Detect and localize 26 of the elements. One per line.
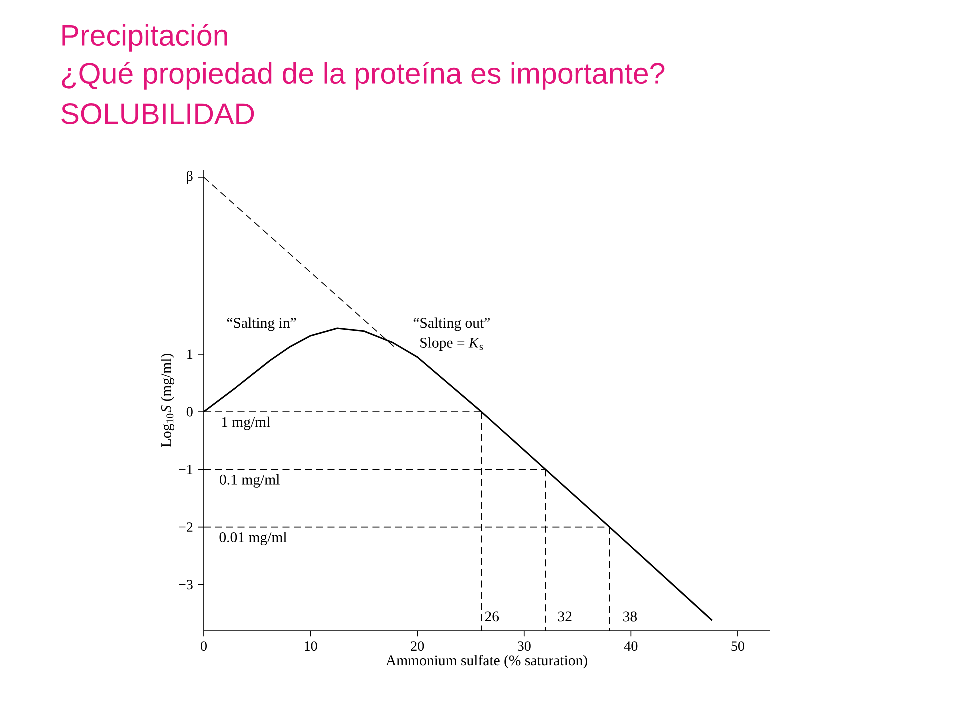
y-tick-label: −2: [179, 522, 193, 532]
y-axis-title: Log$_{10}$S (mg/ml): [161, 354, 174, 448]
x-tick-label: 10: [305, 642, 318, 652]
text: SOLUBILIDAD: [62, 104, 254, 124]
annotation: “Salting in”: [227, 318, 296, 332]
annotation: 26: [485, 612, 500, 622]
annotation: 32: [558, 612, 572, 622]
annotation: 38: [624, 612, 638, 622]
chart-subtitle: ¿Qué propiedad de la proteína es importante?: [62, 62, 665, 90]
x-tick-label: 20: [411, 642, 424, 652]
annotation: Slope = K$_{s}$: [420, 338, 484, 351]
annotation: 0.1 mg/ml: [220, 474, 280, 488]
annotation: 1 mg/ml: [222, 416, 270, 430]
chart-title: Precipitación: [62, 24, 228, 52]
y-tick-label: β: [187, 171, 193, 184]
annotation: “Salting out”: [414, 318, 490, 332]
x-tick-label: 40: [624, 642, 638, 652]
y-tick-label: 1: [188, 350, 193, 360]
x-tick-label: 50: [732, 642, 744, 652]
x-axis-title: Ammonium sulfate (% saturation): [386, 655, 588, 669]
y-tick-label: −1: [179, 465, 193, 474]
y-tick-label: −3: [179, 580, 193, 590]
y-tick-label: 0: [186, 407, 193, 417]
annotation: 0.01 mg/ml: [220, 532, 287, 546]
x-tick-label: 0: [201, 642, 207, 652]
x-tick-label: 30: [518, 642, 531, 652]
